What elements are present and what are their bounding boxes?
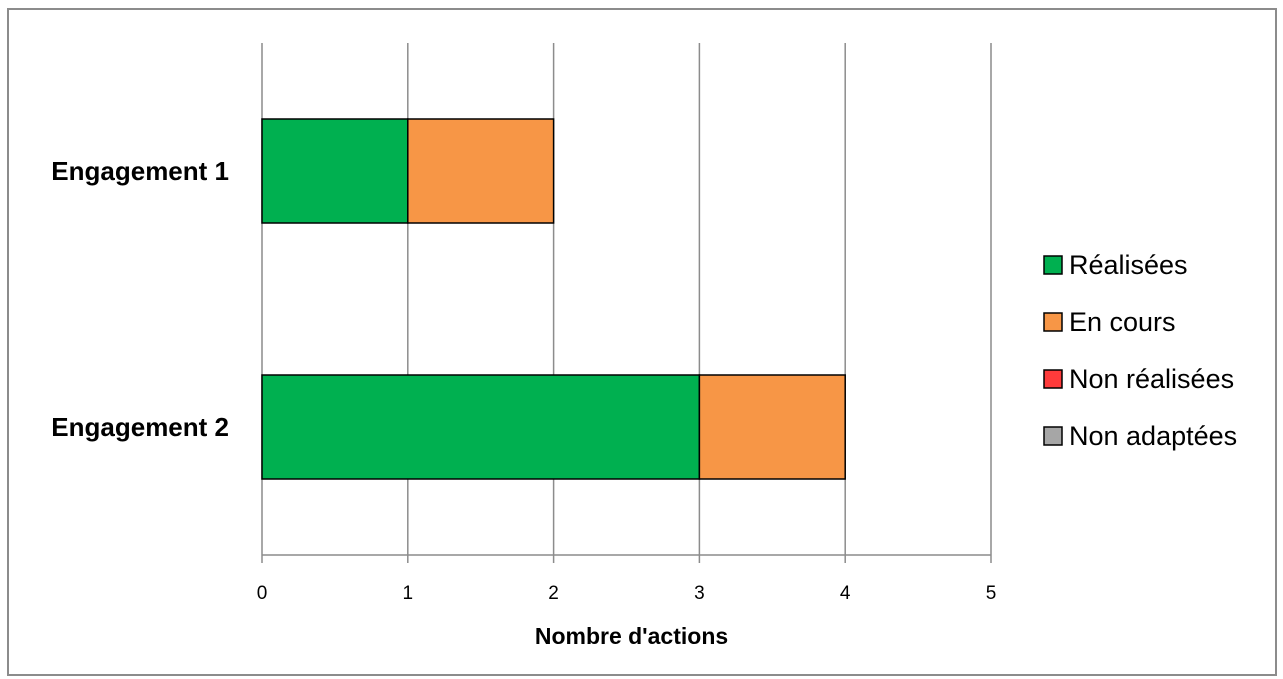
bars <box>261 118 846 480</box>
x-tick-label: 4 <box>840 583 851 604</box>
x-tick-label: 2 <box>548 583 559 604</box>
legend-swatch <box>1043 369 1063 389</box>
x-tick-label: 3 <box>694 583 705 604</box>
bar-segment <box>261 118 409 224</box>
category-label: Engagement 1 <box>51 156 229 186</box>
x-tick-label: 0 <box>257 583 268 604</box>
x-axis-title: Nombre d'actions <box>535 623 728 649</box>
legend-label: Non réalisées <box>1069 364 1234 394</box>
category-label: Engagement 2 <box>51 412 229 442</box>
category-labels: Engagement 1 Engagement 2 <box>51 156 229 442</box>
chart-frame <box>7 8 1277 676</box>
bar-segment <box>261 374 701 480</box>
legend-swatch <box>1043 312 1063 332</box>
x-tick-label: 1 <box>403 583 414 604</box>
legend-label: Non adaptées <box>1069 421 1237 451</box>
legend-label: En cours <box>1069 307 1176 337</box>
bar-segment <box>698 374 846 480</box>
legend-swatch <box>1043 255 1063 275</box>
x-axis: 0 1 2 3 4 5 <box>257 554 997 604</box>
legend: Réalisées En cours Non réalisées Non adapté… <box>1043 250 1237 451</box>
legend-label: Réalisées <box>1069 250 1188 280</box>
legend-swatch <box>1043 426 1063 446</box>
x-tick-label: 5 <box>986 583 997 604</box>
bar-segment <box>407 118 555 224</box>
